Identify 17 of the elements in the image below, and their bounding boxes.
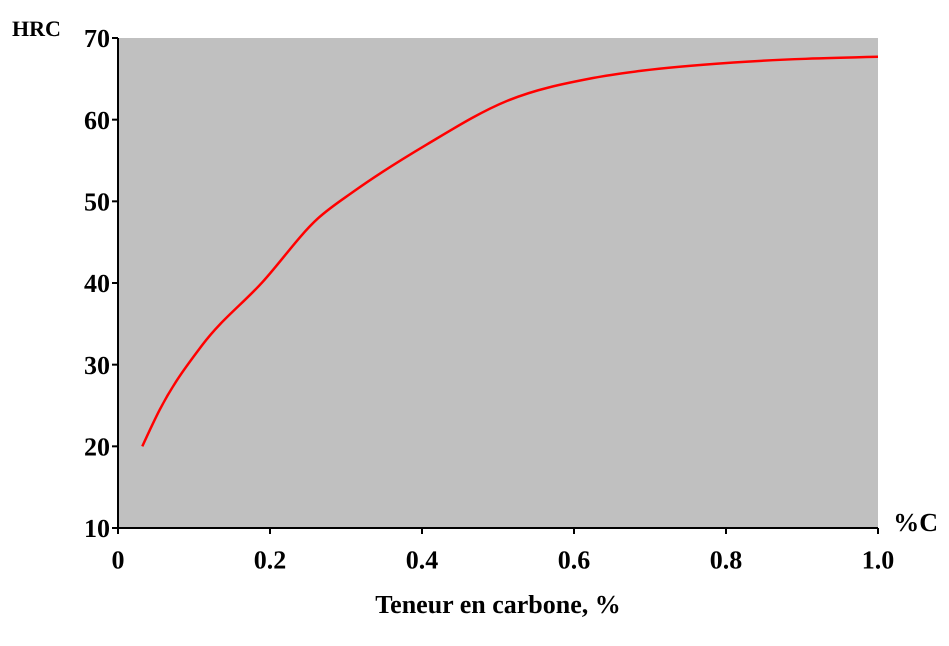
x-tick-label: 0.2 [254,545,286,574]
y-tick-label: 10 [84,514,110,544]
y-tick-label: 20 [84,432,110,462]
text: %C [893,508,938,538]
line-series [141,56,878,448]
x-tick-label: 0.8 [710,545,742,574]
x-tick-label: 0.4 [406,545,438,574]
x-tick-label: 0 [112,545,124,574]
y-tick-label: 30 [84,350,110,380]
y-tick-label: 40 [84,269,110,298]
y-tick-label: 60 [84,106,110,135]
y-axis-title: HRC [12,16,61,42]
y-tick-label: 70 [84,24,110,54]
x-axis-title: Teneur en carbone, % [375,590,621,619]
y-tick-label: 50 [84,188,110,217]
x-tick-label: 0.6 [558,545,590,574]
x-tick-label: 1.0 [862,545,894,574]
